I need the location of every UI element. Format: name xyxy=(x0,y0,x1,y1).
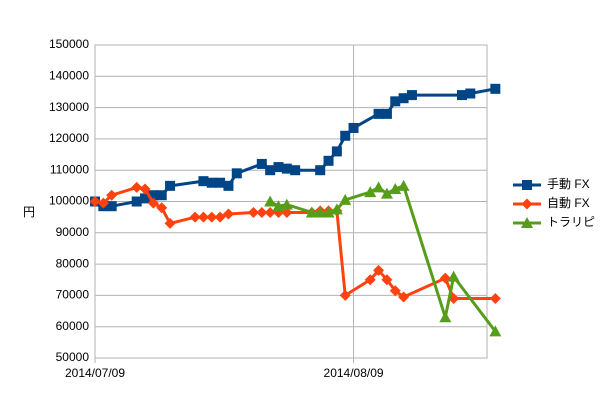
data-point xyxy=(339,289,351,301)
legend-marker xyxy=(521,198,533,210)
data-point xyxy=(364,186,377,198)
data-point xyxy=(489,325,502,337)
data-point xyxy=(447,270,460,282)
data-point xyxy=(106,189,118,201)
data-point xyxy=(156,190,167,201)
y-tick-label: 110000 xyxy=(50,162,89,176)
legend-item: 自動 FX xyxy=(513,196,590,210)
data-point xyxy=(140,193,151,204)
y-tick-label: 120000 xyxy=(49,131,89,145)
data-point xyxy=(315,165,326,176)
data-point xyxy=(89,196,101,207)
data-point xyxy=(197,211,209,223)
data-point xyxy=(198,176,209,187)
y-tick-label: 150000 xyxy=(49,37,89,51)
series-layer xyxy=(89,83,502,337)
x-tick-label: 2014/07/09 xyxy=(65,366,125,380)
data-point xyxy=(348,122,359,133)
data-point xyxy=(290,165,301,176)
data-point xyxy=(323,155,334,166)
data-point xyxy=(490,83,501,94)
data-point xyxy=(189,211,201,223)
data-point xyxy=(389,182,402,194)
data-point xyxy=(215,177,226,188)
y-tick-label: 90000 xyxy=(56,225,90,239)
data-point xyxy=(131,196,142,207)
data-point xyxy=(381,274,393,286)
y-tick-label: 80000 xyxy=(56,256,90,270)
data-point xyxy=(106,201,117,212)
legend-item: 手動 FX xyxy=(513,177,590,191)
data-point xyxy=(398,93,409,104)
data-point xyxy=(273,162,284,173)
y-tick-label: 50000 xyxy=(56,350,90,364)
data-point xyxy=(256,206,268,218)
y-tick-label: 100000 xyxy=(49,194,89,208)
data-point xyxy=(214,211,226,223)
data-point xyxy=(305,206,318,218)
data-point xyxy=(281,206,293,218)
data-point xyxy=(465,88,476,99)
data-point xyxy=(164,217,176,229)
y-tick-label: 130000 xyxy=(49,100,89,114)
legend-item: トラリピ xyxy=(513,215,595,229)
legend-label: 手動 FX xyxy=(547,177,590,191)
y-tick-label: 60000 xyxy=(56,319,90,333)
data-point xyxy=(339,193,352,205)
data-point xyxy=(139,183,151,195)
data-point xyxy=(331,146,342,157)
data-point xyxy=(223,180,234,191)
data-point xyxy=(265,165,276,176)
legend: 手動 FX 自動 FX トラリピ xyxy=(513,177,595,229)
data-point xyxy=(156,202,168,214)
y-tick-label: 70000 xyxy=(56,288,90,302)
x-tick-label: 2014/08/09 xyxy=(324,366,384,380)
data-point xyxy=(340,130,351,141)
data-point xyxy=(322,206,335,218)
data-point xyxy=(131,181,143,193)
data-point xyxy=(165,180,176,191)
data-point xyxy=(380,187,393,199)
data-point xyxy=(281,163,292,174)
data-point xyxy=(222,208,234,220)
y-axis-label: 円 xyxy=(23,205,35,219)
data-point xyxy=(97,197,109,209)
data-point xyxy=(256,158,267,169)
data-point xyxy=(231,168,242,179)
data-point xyxy=(373,108,384,119)
data-point xyxy=(147,197,159,209)
data-point xyxy=(390,96,401,107)
data-point xyxy=(397,179,410,191)
data-point xyxy=(264,206,276,218)
data-point xyxy=(489,293,501,305)
data-point xyxy=(373,264,385,276)
data-point xyxy=(206,177,217,188)
data-point xyxy=(398,291,410,303)
y-tick-label: 140000 xyxy=(49,68,89,82)
data-point xyxy=(406,90,417,101)
series-3 xyxy=(264,179,502,337)
data-point xyxy=(206,211,218,223)
data-point xyxy=(456,90,467,101)
series-line xyxy=(268,184,497,333)
y-axis-tick-labels: 150000 140000 130000 120000 110000 100000 9000… xyxy=(49,37,89,364)
data-point xyxy=(264,195,277,207)
data-point xyxy=(372,181,385,193)
data-point xyxy=(330,203,343,215)
legend-marker xyxy=(521,217,533,228)
data-point xyxy=(389,285,401,297)
data-point xyxy=(381,108,392,119)
data-point xyxy=(280,198,293,210)
data-point xyxy=(364,274,376,286)
legend-label: トラリピ xyxy=(547,215,595,229)
data-point xyxy=(247,206,259,218)
x-axis-tick-labels: 2014/07/09 2014/08/09 xyxy=(65,358,384,380)
data-point xyxy=(439,311,452,323)
data-point xyxy=(148,190,159,201)
legend-label: 自動 FX xyxy=(547,196,590,210)
legend-marker xyxy=(522,180,532,190)
grid-lines xyxy=(95,45,487,358)
data-point xyxy=(314,206,327,218)
